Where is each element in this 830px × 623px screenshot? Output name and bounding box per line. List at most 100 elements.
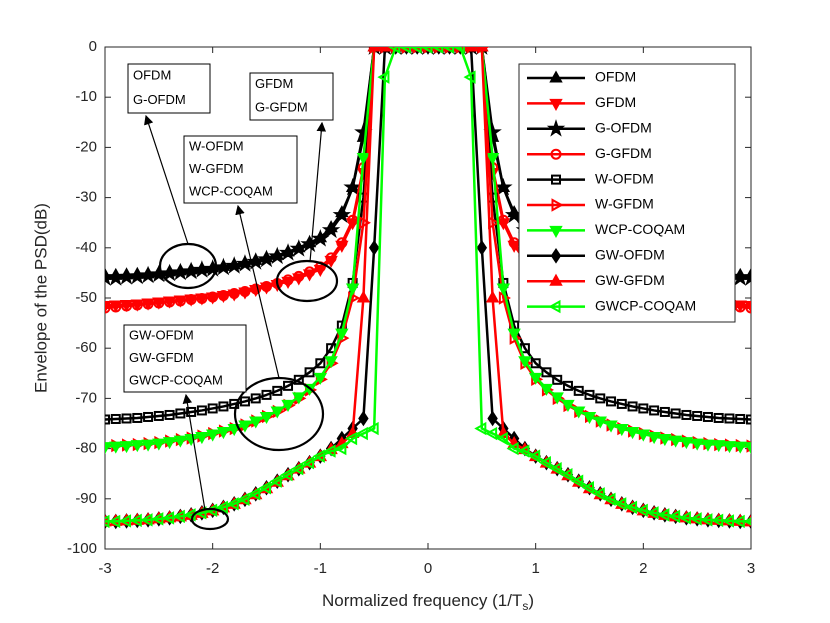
marker (668, 509, 681, 524)
marker (744, 442, 751, 455)
marker (186, 406, 197, 417)
marker (552, 374, 563, 385)
marker (420, 47, 433, 54)
marker (224, 256, 244, 274)
marker (507, 328, 521, 341)
marker (670, 408, 681, 419)
marker (409, 47, 422, 54)
marker (549, 98, 563, 111)
marker (679, 437, 694, 450)
marker (248, 487, 261, 501)
marker (549, 273, 563, 286)
marker (614, 497, 627, 511)
marker (549, 70, 563, 83)
marker (549, 461, 562, 476)
marker (268, 246, 287, 265)
marker (315, 358, 326, 369)
marker (195, 432, 209, 445)
marker (216, 427, 231, 440)
marker (431, 47, 444, 54)
marker (356, 152, 371, 165)
marker (735, 413, 746, 424)
marker (593, 416, 607, 429)
marker (711, 513, 724, 528)
marker (293, 270, 305, 282)
marker (109, 441, 123, 454)
marker (278, 243, 298, 261)
marker (377, 70, 390, 84)
marker (105, 414, 110, 425)
arrow (309, 121, 327, 263)
marker (485, 426, 498, 441)
marker (289, 239, 309, 257)
legend-label: OFDM (595, 69, 636, 85)
marker (261, 389, 272, 400)
marker (105, 302, 111, 314)
marker (722, 441, 737, 454)
marker (615, 424, 629, 437)
marker (358, 216, 371, 230)
x-label-sub: s (522, 599, 528, 613)
marker (261, 280, 272, 292)
marker (356, 290, 371, 303)
marker (604, 420, 618, 433)
legend-label: G-GFDM (595, 145, 652, 161)
marker (152, 438, 166, 451)
marker (257, 249, 276, 268)
legend-label: GW-GFDM (595, 272, 665, 288)
marker (335, 328, 349, 341)
marker (573, 385, 584, 396)
marker (551, 174, 561, 185)
marker (343, 177, 362, 196)
marker (616, 398, 627, 409)
marker (108, 514, 121, 529)
marker (606, 396, 617, 407)
marker (636, 429, 651, 442)
marker (539, 383, 554, 396)
marker (721, 514, 734, 528)
annotation-text: G-GFDM (255, 100, 308, 115)
y-tick-label: -80 (75, 440, 97, 457)
marker (668, 435, 683, 448)
x-tick-label: 2 (639, 560, 647, 577)
x-tick-label: 3 (747, 560, 755, 577)
marker (164, 409, 175, 420)
marker (130, 440, 144, 453)
marker (207, 291, 219, 303)
marker (582, 411, 597, 425)
marker (388, 47, 401, 54)
y-tick-label: 0 (89, 38, 97, 55)
annotation-text: GW-GFDM (129, 350, 194, 365)
marker (336, 237, 348, 249)
marker (627, 401, 638, 412)
marker (304, 266, 316, 278)
legend-label: W-OFDM (595, 170, 654, 186)
ellipse (275, 259, 339, 303)
marker (700, 513, 713, 527)
marker (562, 380, 573, 391)
marker (464, 47, 478, 52)
marker (143, 411, 154, 422)
marker (474, 421, 487, 436)
marker (538, 455, 551, 470)
marker (332, 205, 352, 224)
marker (110, 413, 121, 424)
marker (452, 47, 465, 54)
series-line (105, 47, 751, 523)
arrow (182, 393, 206, 511)
marker (355, 426, 368, 441)
x-tick-label: -3 (98, 560, 111, 577)
marker (657, 508, 670, 522)
marker (110, 301, 122, 313)
marker (119, 441, 134, 454)
marker (249, 416, 263, 429)
marker (550, 392, 564, 405)
marker (494, 177, 513, 196)
marker (196, 293, 208, 305)
series-line (105, 47, 751, 421)
marker (625, 500, 638, 515)
y-axis-label: Envelope of the PSD(dB) (31, 203, 50, 393)
marker (528, 449, 541, 463)
marker (658, 434, 672, 447)
marker (283, 380, 294, 391)
